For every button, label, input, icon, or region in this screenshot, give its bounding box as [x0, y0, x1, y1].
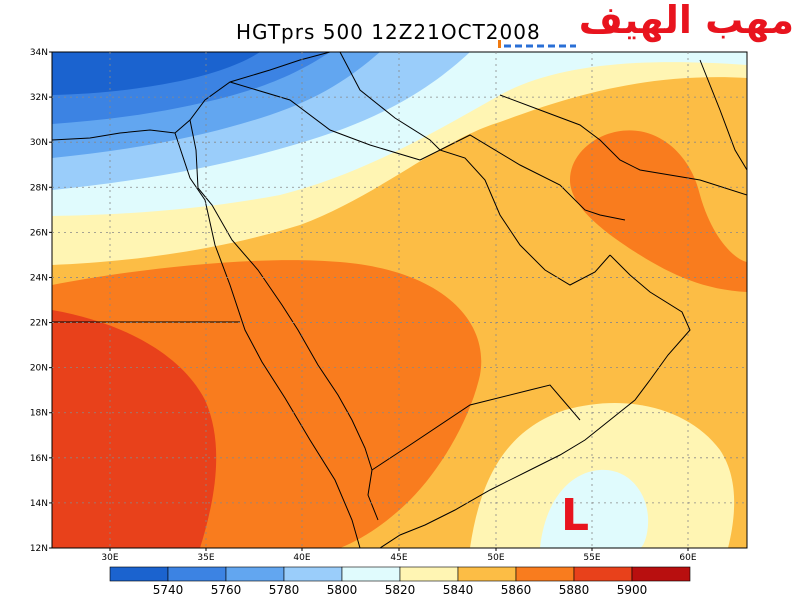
- low-pressure-marker: L: [561, 490, 589, 541]
- watermark-text: مهب الهيف: [578, 0, 794, 42]
- colorbar-label: 5740: [152, 583, 184, 597]
- map-title: HGTprs 500 12Z21OCT2008: [236, 20, 541, 44]
- gulf-coast-north: [419, 149, 611, 286]
- lon-tick-label: 35E: [197, 553, 214, 563]
- colorbar-swatch: [631, 566, 691, 582]
- oman-coast: [379, 254, 691, 548]
- colorbar-label: 5760: [210, 583, 242, 597]
- lat-tick-label: 18N: [30, 409, 48, 419]
- lat-tick-label: 16N: [30, 454, 48, 464]
- lon-tick-label: 50E: [487, 553, 504, 563]
- field-5900: [52, 310, 217, 548]
- colorbar-label: 5900: [616, 583, 648, 597]
- lat-tick-label: 12N: [30, 544, 48, 554]
- colorbar-label: 5820: [384, 583, 416, 597]
- colorbar-label: 5780: [268, 583, 300, 597]
- lat-tick-label: 30N: [30, 138, 48, 148]
- lat-tick-label: 22N: [30, 319, 48, 329]
- pakistan-border: [699, 59, 747, 171]
- colorbar-swatch: [283, 566, 343, 582]
- colorbar-label: 5840: [442, 583, 474, 597]
- contour-fields: [52, 52, 747, 548]
- lat-ticks: 34N 32N 30N 28N 26N 24N 22N 20N 18N 16N 14N 12N: [30, 48, 52, 554]
- field-5740: [52, 52, 260, 95]
- lon-ticks: 30E 35E 40E 45E 50E 55E 60E: [101, 548, 697, 563]
- title-dash-marks: [498, 40, 576, 48]
- colorbar: [109, 566, 691, 582]
- colorbar-swatch: [225, 566, 285, 582]
- sinai-red-sea-west: [174, 132, 361, 548]
- saudi-yemen-border: [371, 384, 581, 471]
- colorbar-swatch: [109, 566, 169, 582]
- iran-border: [339, 52, 441, 151]
- lat-tick-label: 20N: [30, 364, 48, 374]
- colorbar-swatch: [399, 566, 459, 582]
- lat-tick-label: 14N: [30, 499, 48, 509]
- lat-tick-label: 26N: [30, 228, 48, 238]
- lon-tick-label: 55E: [583, 553, 600, 563]
- lon-tick-label: 30E: [101, 553, 118, 563]
- field-5880-east: [570, 130, 747, 292]
- gulf-of-aqaba: [189, 119, 199, 189]
- colorbar-label: 5880: [558, 583, 590, 597]
- lat-tick-label: 34N: [30, 48, 48, 58]
- lon-tick-label: 45E: [390, 553, 407, 563]
- iran-coast: [499, 94, 747, 196]
- iraq-border: [229, 81, 421, 161]
- coastlines-borders: [52, 52, 747, 548]
- colorbar-swatch: [457, 566, 517, 582]
- colorbar-swatch: [515, 566, 575, 582]
- lon-tick-label: 40E: [293, 553, 310, 563]
- colorbar-swatch: [341, 566, 401, 582]
- colorbar-label: 5800: [326, 583, 358, 597]
- lon-tick-label: 60E: [679, 553, 696, 563]
- field-5820-south: [540, 469, 649, 548]
- persian-gulf-east: [439, 134, 626, 221]
- colorbar-swatch: [167, 566, 227, 582]
- colorbar-swatch: [573, 566, 633, 582]
- lat-tick-label: 28N: [30, 183, 48, 193]
- lat-tick-label: 24N: [30, 273, 48, 283]
- gridlines: [52, 52, 747, 548]
- colorbar-label: 5860: [500, 583, 532, 597]
- lat-tick-label: 32N: [30, 93, 48, 103]
